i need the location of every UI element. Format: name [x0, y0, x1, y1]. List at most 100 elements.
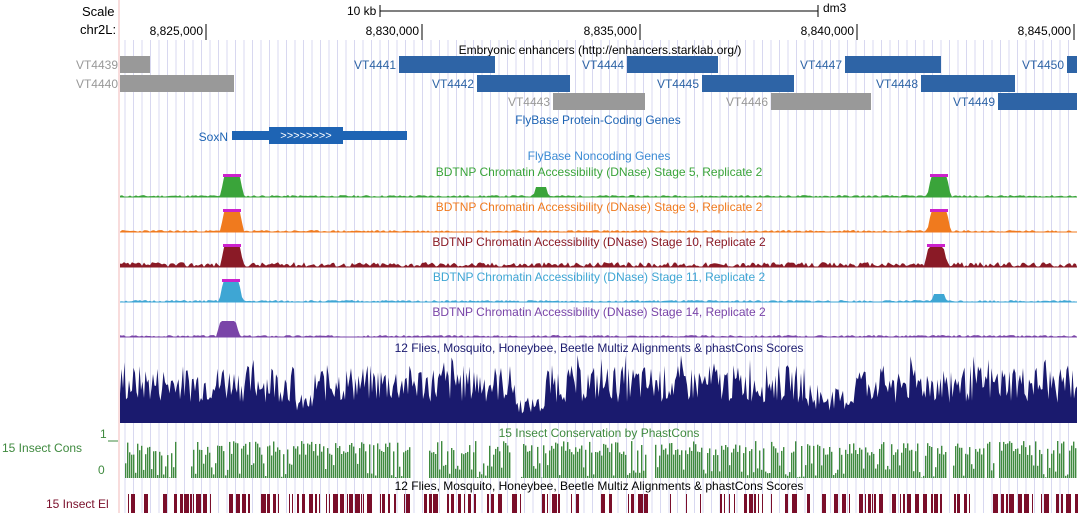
insect-cons-bar [671, 443, 673, 478]
enhancer-label[interactable]: VT4450 [1022, 58, 1064, 72]
insect-cons-bar [279, 449, 281, 478]
insect-cons-bar [469, 445, 471, 478]
insect-cons-bar [935, 467, 937, 478]
dnase-stage9-title[interactable]: BDTNP Chromatin Accessibility (DNase) St… [436, 200, 763, 214]
enhancer-label[interactable]: VT4446 [726, 95, 768, 109]
insect-element [552, 494, 557, 513]
enhancer-label[interactable]: VT4443 [508, 95, 550, 109]
insect-cons-bar [407, 449, 409, 478]
insect-cons-bar [127, 442, 129, 478]
insect-cons-bar [981, 454, 983, 478]
insect-cons-bar [743, 453, 745, 478]
insect-cons-bar [845, 449, 847, 478]
dnase-peak-cap [930, 209, 948, 212]
enhancer-label[interactable]: VT4445 [657, 77, 699, 91]
insect-cons-bar [983, 448, 985, 478]
insect-cons-bar [627, 474, 629, 478]
insect-cons-bar [827, 454, 829, 478]
enhancer-track-title[interactable]: Embryonic enhancers (http://enhancers.st… [459, 43, 742, 57]
insect-cons-bar [705, 473, 707, 478]
multiz-track-title[interactable]: 12 Flies, Mosquito, Honeybee, Beetle Mul… [395, 341, 804, 355]
gene-soxn[interactable]: SoxN >>>>>>>> [199, 127, 407, 144]
insect-cons-bar [927, 443, 929, 478]
insect-cons-bar [191, 466, 193, 478]
insect-cons-bar [619, 452, 621, 478]
insect-cons-bar [529, 450, 531, 478]
dnase-signal-area [120, 321, 1077, 337]
enhancer-label[interactable]: VT4442 [432, 77, 474, 91]
insect-cons-bar [859, 447, 861, 478]
insect-element [468, 494, 471, 513]
insect-cons-bar [611, 443, 613, 478]
enhancer-label[interactable]: VT4449 [953, 95, 995, 109]
insect-cons-bar [839, 447, 841, 478]
insect-element [1044, 494, 1049, 513]
insect-cons-bar [211, 467, 213, 478]
noncoding-track-title[interactable]: FlyBase Noncoding Genes [528, 149, 671, 163]
enhancer-block [702, 75, 794, 92]
insect-element [302, 494, 305, 513]
dnase-stage5-title[interactable]: BDTNP Chromatin Accessibility (DNase) St… [436, 165, 763, 179]
insect-cons-side-label[interactable]: 15 Insect Cons [2, 441, 82, 455]
insect-element [424, 494, 427, 513]
insect-cons-bar [139, 450, 141, 478]
insect-element [700, 494, 701, 513]
insect-cons-bar [757, 468, 759, 478]
enhancer-label[interactable]: VT4440 [76, 77, 118, 91]
insect-cons-bar [331, 454, 333, 478]
insect-cons-bar [263, 463, 265, 478]
gene-track-title[interactable]: FlyBase Protein-Coding Genes [515, 113, 680, 127]
enhancer-label[interactable]: VT4439 [76, 58, 118, 72]
ruler-tick-label: 8,825,000 [150, 24, 204, 38]
enhancer-block [399, 56, 495, 73]
insect-cons-bar [893, 454, 895, 478]
insect-cons-bar [655, 444, 657, 478]
insect-cons-bar [745, 447, 747, 478]
dnase-stage14-title[interactable]: BDTNP Chromatin Accessibility (DNase) St… [432, 305, 766, 319]
insect-cons-bar [525, 445, 527, 478]
gene-label[interactable]: SoxN [199, 130, 228, 144]
insect-cons-bar [1053, 450, 1055, 478]
enhancer-label[interactable]: VT4441 [354, 58, 396, 72]
enhancer-label[interactable]: VT4444 [582, 58, 624, 72]
insect-cons-bar [811, 463, 813, 478]
dnase-stage10-title[interactable]: BDTNP Chromatin Accessibility (DNase) St… [432, 235, 766, 249]
insect-el-side-label[interactable]: 15 Insect El [46, 497, 109, 511]
enhancer-label[interactable]: VT4447 [800, 58, 842, 72]
insect-element [1032, 494, 1033, 513]
insect-cons-title[interactable]: 15 Insect Conservation by PhastCons [499, 426, 700, 440]
enhancer-features[interactable]: VT4439 VT4440 VT4441 VT4442 VT4443 VT4444 VT44… [76, 56, 1077, 110]
insect-cons-bar [961, 447, 963, 478]
insect-element [248, 494, 250, 513]
dnase-signal-area [120, 245, 1077, 267]
insect-cons-bar [291, 464, 293, 478]
insect-cons-bar [329, 453, 331, 478]
insect-cons-bar [717, 455, 719, 478]
ruler-tick-label: 8,845,000 [1018, 24, 1072, 38]
dnase-stage9-signal [120, 209, 1077, 233]
insect-element [333, 494, 338, 513]
insect-cons-bar [907, 443, 909, 478]
insect-element [957, 494, 960, 513]
insect-cons-bar [141, 445, 143, 478]
insect-cons-bar [209, 452, 211, 478]
insect-cons-bar [465, 453, 467, 478]
dnase-stage11-title[interactable]: BDTNP Chromatin Accessibility (DNase) St… [433, 270, 766, 284]
insect-cons-bar [885, 469, 887, 478]
insect-cons-bar [137, 443, 139, 478]
insect-cons-bar [297, 446, 299, 478]
insect-cons-bar [825, 454, 827, 478]
insect-element [394, 494, 396, 513]
insect-cons-bar [357, 463, 359, 478]
dnase-stage11-signal [120, 279, 1077, 303]
insect-cons-bar [477, 477, 479, 478]
enhancer-label[interactable]: VT4448 [876, 77, 918, 91]
insect-cons-bar [501, 467, 503, 478]
insect-el-title[interactable]: 12 Flies, Mosquito, Honeybee, Beetle Mul… [395, 479, 804, 493]
insect-cons-bar [1003, 441, 1005, 478]
insect-element [542, 494, 545, 513]
insect-cons-bar [545, 453, 547, 478]
insect-cons-bar [929, 446, 931, 478]
insect-cons-bar [361, 442, 363, 478]
